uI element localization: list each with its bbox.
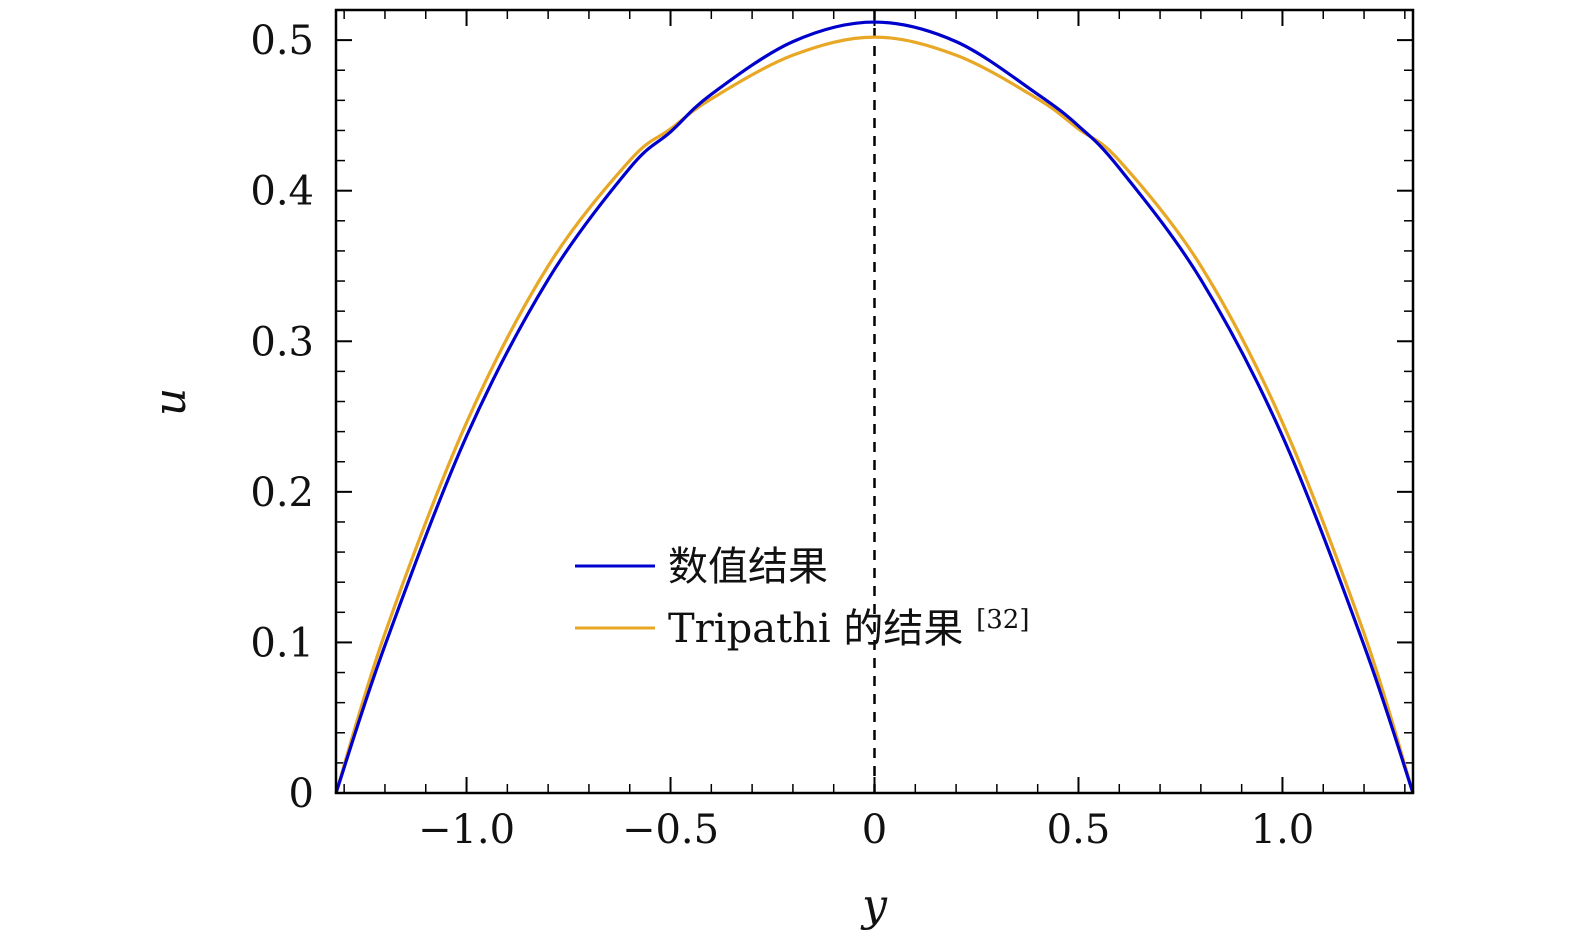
legend-label-tripathi: Tripathi 的结果 [32] <box>668 605 1029 652</box>
plot-frame <box>334 8 1415 795</box>
y-tick-label: 0 <box>289 771 314 817</box>
x-axis-title: y <box>860 880 888 931</box>
axis-ticks: −1.0 −0.5 0 0.5 1.0 0 0.1 0.2 0.3 0.4 0.5 <box>250 9 1413 853</box>
legend-label-numerical: 数值结果 <box>668 544 828 590</box>
x-tick-label: 0 <box>862 807 887 853</box>
legend-label-tripathi-citation: [32] <box>976 605 1029 635</box>
y-tick-label: 0.2 <box>250 470 314 516</box>
series-line-tripathi <box>334 35 1415 794</box>
y-tick-label: 0.4 <box>250 169 314 215</box>
legend: 数值结果 Tripathi 的结果 [32] <box>575 544 1029 652</box>
y-tick-label: 0.5 <box>250 18 314 64</box>
series-line-numerical <box>334 20 1415 794</box>
x-tick-label: −0.5 <box>622 807 719 853</box>
legend-label-tripathi-main: Tripathi 的结果 <box>668 606 963 652</box>
x-tick-label: −1.0 <box>418 807 515 853</box>
x-tick-label: 1.0 <box>1251 807 1315 853</box>
y-tick-label: 0.1 <box>250 620 314 666</box>
y-axis-title: u <box>145 388 196 416</box>
series-lines <box>334 20 1415 794</box>
x-tick-label: 0.5 <box>1047 807 1111 853</box>
y-tick-label: 0.3 <box>250 319 314 365</box>
